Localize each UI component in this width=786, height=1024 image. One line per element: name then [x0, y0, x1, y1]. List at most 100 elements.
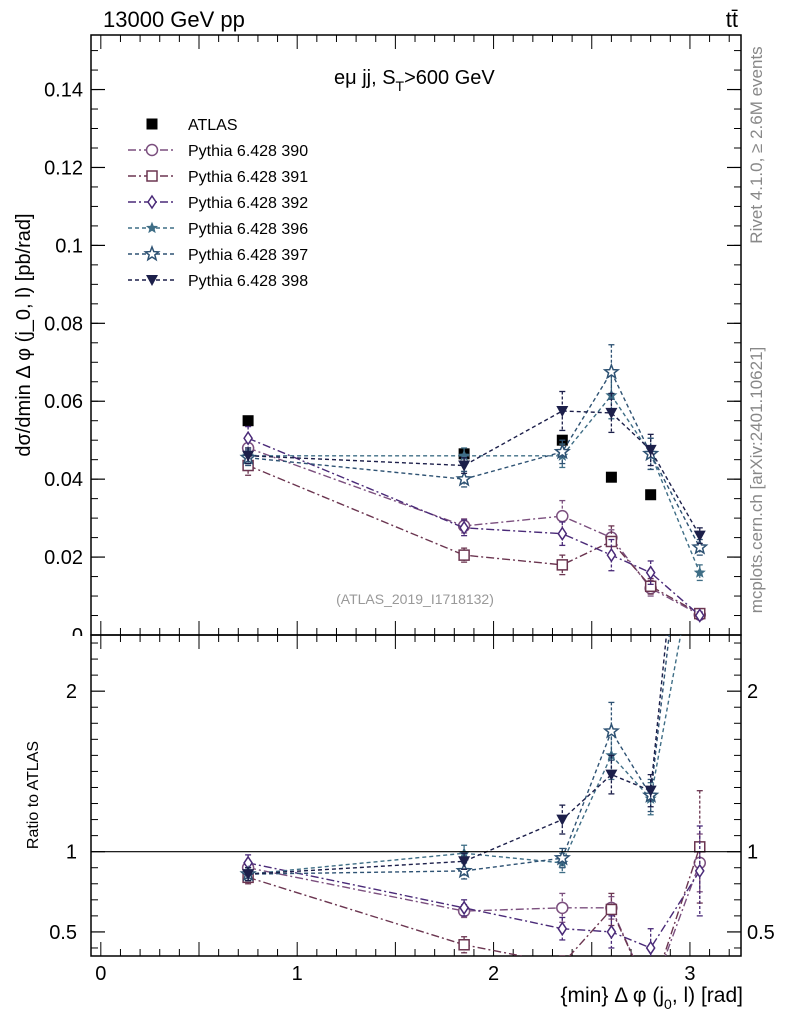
- zero-label-mask: [60, 636, 90, 646]
- series-s392: [243, 825, 705, 956]
- data-point-s392: [606, 547, 617, 563]
- data-point-s391: [556, 559, 569, 571]
- main-y-tick-label: 0.1: [55, 235, 83, 257]
- series-s398: [242, 301, 706, 882]
- legend-marker-s398: [146, 275, 158, 286]
- data-point-s398: [694, 301, 706, 312]
- data-point-s397: [553, 442, 571, 460]
- data-point-s391: [557, 959, 567, 969]
- legend-marker-s397: [143, 244, 161, 262]
- legend-label: Pythia 6.428 396: [188, 221, 308, 238]
- ratio-x-tick-label: 2: [488, 963, 499, 985]
- series-s392: [243, 425, 705, 623]
- data-point-s391: [605, 903, 618, 916]
- series-line-s396: [248, 635, 682, 875]
- main-y-tick-label: 0.08: [44, 313, 83, 335]
- data-point-s390: [556, 509, 569, 523]
- data-point-s397: [455, 861, 473, 879]
- main-y-axis: 0.020.040.060.080.10.120.140: [44, 50, 741, 647]
- series-line-s390: [247, 862, 701, 956]
- series-line-s398: [248, 635, 668, 875]
- main-x-ticks: [100, 35, 730, 635]
- data-point-s398: [605, 769, 618, 781]
- ratio-x-tick-label: 1: [292, 963, 303, 985]
- series-line-s396: [248, 394, 701, 573]
- data-point-s392: [645, 565, 656, 581]
- legend-label: Pythia 6.428 392: [188, 195, 308, 212]
- legend-marker-s396: [145, 221, 159, 234]
- data-point-s390: [556, 901, 569, 915]
- ratio-y-axis-label: Ratio to ATLAS: [25, 741, 42, 849]
- legend: ATLAS Pythia 6.428 390 Pythia 6.428 391 Pyt…: [128, 117, 308, 290]
- data-point-s392: [694, 608, 705, 623]
- main-y-tick-label: 0.06: [44, 391, 83, 413]
- series-s397: [239, 344, 709, 556]
- data-point-s392: [557, 526, 568, 542]
- x-axis-label: {min} Δ φ (j0, l) [rad]: [561, 984, 744, 1012]
- data-point-s398: [458, 856, 471, 868]
- data-point-s397: [691, 538, 709, 555]
- series-line-s391: [247, 464, 701, 615]
- main-y-tick-label: 0.12: [44, 157, 83, 179]
- legend-label: ATLAS: [188, 117, 238, 134]
- legend-marker-s392: [147, 194, 157, 210]
- series-line-s398: [248, 410, 701, 536]
- ratio-y-axis: 0.5 0.5 1 1 2 2: [49, 642, 775, 949]
- data-point-s392: [243, 430, 254, 446]
- data-point-s398: [242, 450, 255, 462]
- main-y-tick-label: 0.04: [44, 469, 83, 491]
- legend-marker-s390: [145, 143, 159, 157]
- data-point-s392: [606, 924, 617, 940]
- main-panel-title: eμ jj, ST>600 GeV: [334, 67, 495, 94]
- data-point-s392: [694, 863, 705, 879]
- header-energy-label: 13000 GeV pp: [103, 7, 245, 32]
- series-s390: [241, 833, 707, 956]
- series-line-s397: [248, 635, 670, 875]
- data-point-s398: [644, 785, 657, 797]
- data-point-s398: [644, 444, 657, 456]
- data-point-s396: [693, 566, 706, 578]
- series-line-s391: [247, 846, 701, 956]
- ratio-y-tick-label: 0.5: [49, 922, 77, 944]
- data-point-s391: [458, 939, 470, 951]
- data-point-s398: [556, 814, 569, 826]
- data-point-s392: [459, 520, 470, 536]
- side-rivet-label: Rivet 4.1.0, ≥ 2.6M events: [747, 46, 766, 243]
- data-point-s397: [693, 363, 706, 376]
- data-point-s397: [553, 849, 571, 866]
- data-point-s398: [242, 869, 255, 881]
- legend-label: Pythia 6.428 391: [188, 169, 308, 186]
- series-line-s392: [247, 437, 701, 617]
- data-point-s392: [645, 940, 656, 956]
- series-atlas: [242, 415, 706, 620]
- ratio-y-tick-label-right: 0.5: [747, 922, 775, 944]
- data-point-s397: [602, 722, 621, 739]
- series-s398: [242, 390, 706, 545]
- ratio-y-tick-label-right: 2: [747, 681, 758, 703]
- ratio-y-tick-label: 2: [66, 681, 77, 703]
- ratio-y-tick-label: 1: [66, 842, 77, 864]
- legend-label: Pythia 6.428 398: [188, 273, 308, 290]
- data-point-atlas: [645, 489, 657, 501]
- ratio-x-tick-label: 3: [684, 963, 695, 985]
- data-point-s392: [557, 921, 568, 937]
- side-mcplots-label: mcplots.cern.ch [arXiv:2401.10621]: [747, 347, 766, 613]
- ratio-panel-frame: [90, 634, 742, 957]
- data-point-s392: [459, 900, 470, 916]
- analysis-id-label: (ATLAS_2019_I1718132): [336, 591, 494, 607]
- legend-label: Pythia 6.428 397: [188, 247, 308, 264]
- ratio-x-tick-label: 0: [95, 963, 106, 985]
- main-y-tick-label: 0.14: [44, 80, 83, 102]
- data-point-s398: [458, 460, 471, 472]
- ratio-series: [239, 301, 707, 969]
- series-line-s392: [247, 862, 701, 949]
- data-point-atlas: [242, 415, 254, 427]
- legend-label: Pythia 6.428 390: [188, 143, 308, 160]
- data-point-s391: [458, 549, 470, 561]
- ratio-x-axis: 0 1 2 3: [95, 635, 730, 985]
- data-point-atlas: [605, 471, 617, 483]
- main-y-tick-label: 0.02: [44, 547, 83, 569]
- data-point-s398: [605, 407, 618, 419]
- header-process-label: tt̄: [726, 7, 738, 32]
